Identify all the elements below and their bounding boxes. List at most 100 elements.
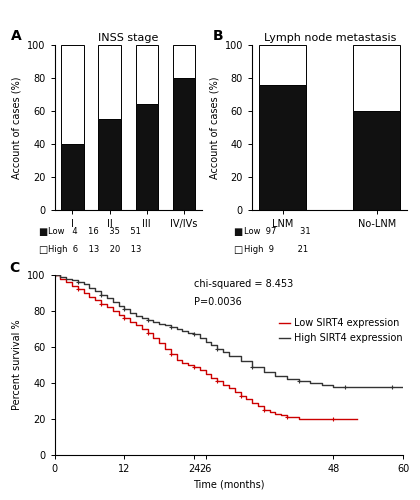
Low SIRT4 expression bbox=[279, 412, 284, 418]
High SIRT4 expression bbox=[319, 382, 324, 388]
High SIRT4 expression bbox=[366, 384, 371, 390]
Low SIRT4 expression bbox=[284, 414, 289, 420]
Low SIRT4 expression bbox=[99, 301, 104, 307]
Low SIRT4 expression bbox=[139, 326, 144, 332]
High SIRT4 expression bbox=[354, 384, 359, 390]
Low SIRT4 expression bbox=[232, 389, 237, 395]
Bar bbox=[98, 119, 121, 210]
High SIRT4 expression bbox=[209, 342, 214, 348]
Low SIRT4 expression bbox=[238, 392, 243, 398]
Text: A: A bbox=[10, 28, 21, 42]
Low SIRT4 expression bbox=[52, 272, 57, 278]
Text: High  6    13    20    13: High 6 13 20 13 bbox=[48, 245, 142, 254]
High SIRT4 expression bbox=[104, 296, 109, 302]
Low SIRT4 expression bbox=[116, 312, 121, 318]
Low SIRT4 expression bbox=[249, 400, 255, 406]
Bar bbox=[61, 45, 84, 144]
Low SIRT4 expression bbox=[267, 409, 272, 415]
High SIRT4 expression bbox=[52, 272, 57, 278]
Low SIRT4 expression bbox=[354, 416, 359, 422]
Line: Low SIRT4 expression: Low SIRT4 expression bbox=[55, 275, 357, 419]
Low SIRT4 expression bbox=[168, 351, 173, 357]
Low SIRT4 expression bbox=[64, 279, 69, 285]
Y-axis label: Account of cases (%): Account of cases (%) bbox=[209, 76, 219, 179]
Title: Lymph node metastasis: Lymph node metastasis bbox=[263, 33, 396, 43]
High SIRT4 expression bbox=[238, 358, 243, 364]
Low SIRT4 expression bbox=[244, 396, 249, 402]
Low SIRT4 expression bbox=[157, 340, 162, 346]
Bar bbox=[173, 45, 195, 78]
Low SIRT4 expression bbox=[87, 294, 92, 300]
High SIRT4 expression bbox=[308, 380, 313, 386]
Bar bbox=[353, 111, 400, 210]
Low SIRT4 expression bbox=[145, 330, 150, 336]
Low SIRT4 expression bbox=[151, 335, 156, 341]
High SIRT4 expression bbox=[75, 279, 80, 285]
High SIRT4 expression bbox=[58, 274, 63, 280]
High SIRT4 expression bbox=[93, 288, 98, 294]
High SIRT4 expression bbox=[389, 384, 394, 390]
Low SIRT4 expression bbox=[296, 416, 301, 422]
High SIRT4 expression bbox=[163, 322, 168, 328]
Low SIRT4 expression bbox=[261, 407, 266, 413]
Text: High  9         21: High 9 21 bbox=[244, 245, 308, 254]
Bar bbox=[98, 45, 121, 119]
High SIRT4 expression bbox=[157, 320, 162, 326]
Low SIRT4 expression bbox=[58, 276, 63, 281]
Low SIRT4 expression bbox=[180, 360, 185, 366]
High SIRT4 expression bbox=[70, 278, 75, 283]
Low SIRT4 expression bbox=[110, 308, 115, 314]
High SIRT4 expression bbox=[122, 306, 127, 312]
Low SIRT4 expression bbox=[319, 416, 324, 422]
High SIRT4 expression bbox=[145, 317, 150, 323]
Bar bbox=[61, 144, 84, 210]
Text: Low  97         31: Low 97 31 bbox=[244, 228, 310, 236]
Low SIRT4 expression bbox=[215, 378, 220, 384]
Low SIRT4 expression bbox=[197, 368, 202, 374]
High SIRT4 expression bbox=[249, 364, 255, 370]
Bar bbox=[136, 104, 158, 210]
Low SIRT4 expression bbox=[226, 386, 231, 392]
Low SIRT4 expression bbox=[75, 286, 80, 292]
Low SIRT4 expression bbox=[174, 356, 179, 362]
Legend: Low SIRT4 expression, High SIRT4 expression: Low SIRT4 expression, High SIRT4 express… bbox=[275, 314, 407, 347]
Low SIRT4 expression bbox=[70, 283, 75, 289]
High SIRT4 expression bbox=[110, 299, 115, 305]
High SIRT4 expression bbox=[186, 330, 191, 336]
Low SIRT4 expression bbox=[128, 319, 133, 325]
X-axis label: Time (months): Time (months) bbox=[193, 480, 265, 490]
High SIRT4 expression bbox=[226, 353, 231, 359]
High SIRT4 expression bbox=[134, 314, 139, 320]
Low SIRT4 expression bbox=[81, 290, 86, 296]
Y-axis label: Percent survival %: Percent survival % bbox=[12, 320, 22, 410]
Low SIRT4 expression bbox=[220, 382, 226, 388]
High SIRT4 expression bbox=[139, 315, 144, 321]
Bar bbox=[173, 78, 195, 210]
Low SIRT4 expression bbox=[255, 404, 260, 409]
Text: ■: ■ bbox=[38, 228, 47, 237]
High SIRT4 expression bbox=[273, 373, 278, 379]
Low SIRT4 expression bbox=[331, 416, 336, 422]
Bar bbox=[353, 45, 400, 111]
Low SIRT4 expression bbox=[209, 374, 214, 380]
High SIRT4 expression bbox=[296, 378, 301, 384]
High SIRT4 expression bbox=[220, 350, 226, 356]
Bar bbox=[136, 45, 158, 104]
Low SIRT4 expression bbox=[273, 410, 278, 416]
Low SIRT4 expression bbox=[203, 371, 208, 377]
High SIRT4 expression bbox=[197, 335, 202, 341]
Text: □: □ bbox=[38, 245, 47, 255]
High SIRT4 expression bbox=[87, 284, 92, 290]
Text: C: C bbox=[9, 260, 20, 274]
Low SIRT4 expression bbox=[308, 416, 313, 422]
High SIRT4 expression bbox=[81, 281, 86, 287]
Text: ■: ■ bbox=[233, 228, 242, 237]
Text: chi-squared = 8.453: chi-squared = 8.453 bbox=[194, 278, 293, 288]
High SIRT4 expression bbox=[180, 328, 185, 334]
Low SIRT4 expression bbox=[134, 322, 139, 328]
Low SIRT4 expression bbox=[104, 304, 109, 310]
High SIRT4 expression bbox=[174, 326, 179, 332]
High SIRT4 expression bbox=[343, 384, 348, 390]
Bar bbox=[259, 45, 306, 84]
High SIRT4 expression bbox=[284, 376, 289, 382]
